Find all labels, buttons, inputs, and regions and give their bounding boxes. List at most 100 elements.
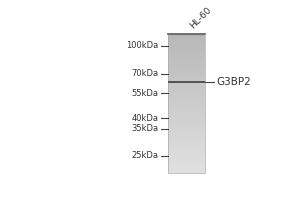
Bar: [168, 136, 205, 137]
Bar: [168, 138, 205, 139]
Bar: [168, 35, 205, 173]
Bar: [168, 47, 205, 48]
Bar: [168, 166, 205, 167]
Bar: [168, 78, 205, 79]
Bar: [168, 75, 205, 76]
Bar: [168, 144, 205, 145]
Text: 55kDa: 55kDa: [131, 89, 158, 98]
Text: HL-60: HL-60: [189, 5, 214, 30]
Bar: [168, 118, 205, 119]
Bar: [168, 100, 205, 101]
Bar: [168, 171, 205, 172]
Bar: [168, 68, 205, 69]
Bar: [168, 64, 205, 65]
Bar: [168, 112, 205, 113]
Bar: [168, 83, 205, 84]
Bar: [168, 134, 205, 135]
Bar: [168, 92, 205, 93]
Bar: [168, 125, 205, 126]
Bar: [168, 54, 205, 55]
Bar: [168, 39, 205, 40]
Bar: [168, 109, 205, 110]
Bar: [168, 50, 205, 51]
Text: 35kDa: 35kDa: [131, 124, 158, 133]
Bar: [168, 81, 205, 82]
Bar: [168, 154, 205, 155]
Bar: [168, 53, 205, 54]
Bar: [168, 60, 205, 61]
Bar: [168, 123, 205, 124]
Bar: [168, 69, 205, 70]
Bar: [168, 163, 205, 164]
Bar: [168, 80, 205, 81]
Bar: [168, 110, 205, 111]
Bar: [168, 116, 205, 117]
Bar: [168, 153, 205, 154]
Bar: [168, 149, 205, 150]
Bar: [168, 111, 205, 112]
Bar: [168, 55, 205, 56]
Bar: [168, 142, 205, 143]
Bar: [168, 76, 205, 77]
Bar: [168, 165, 205, 166]
Bar: [168, 145, 205, 146]
Bar: [168, 106, 205, 107]
Bar: [168, 40, 205, 41]
Bar: [168, 128, 205, 129]
Bar: [168, 87, 205, 88]
Bar: [168, 61, 205, 62]
Bar: [168, 86, 205, 87]
Bar: [168, 90, 205, 91]
Bar: [168, 113, 205, 114]
Bar: [168, 105, 205, 106]
Bar: [168, 46, 205, 47]
Text: 25kDa: 25kDa: [131, 151, 158, 160]
Bar: [168, 122, 205, 123]
Bar: [168, 95, 205, 96]
Bar: [168, 43, 205, 44]
Bar: [168, 81, 205, 83]
Bar: [168, 117, 205, 118]
Bar: [168, 88, 205, 89]
Bar: [168, 49, 205, 50]
Bar: [168, 158, 205, 159]
Bar: [168, 108, 205, 109]
Bar: [168, 131, 205, 132]
Bar: [168, 148, 205, 149]
Bar: [168, 52, 205, 53]
Bar: [168, 41, 205, 42]
Bar: [168, 103, 205, 104]
Bar: [168, 59, 205, 60]
Bar: [168, 58, 205, 59]
Bar: [168, 101, 205, 102]
Bar: [168, 70, 205, 71]
Bar: [168, 127, 205, 128]
Bar: [168, 164, 205, 165]
Bar: [168, 96, 205, 97]
Bar: [168, 150, 205, 151]
Bar: [168, 98, 205, 99]
Bar: [168, 45, 205, 46]
Bar: [168, 79, 205, 80]
Bar: [168, 156, 205, 157]
Bar: [168, 133, 205, 134]
Bar: [168, 155, 205, 156]
Bar: [168, 124, 205, 125]
Bar: [168, 51, 205, 52]
Bar: [168, 35, 205, 36]
Bar: [168, 89, 205, 90]
Bar: [168, 82, 205, 83]
Bar: [168, 37, 205, 38]
Bar: [168, 170, 205, 171]
Text: 70kDa: 70kDa: [131, 69, 158, 78]
Bar: [168, 42, 205, 43]
Bar: [168, 85, 205, 86]
Bar: [168, 126, 205, 127]
Bar: [168, 56, 205, 57]
Bar: [168, 48, 205, 49]
Bar: [168, 140, 205, 141]
Bar: [168, 63, 205, 64]
Bar: [168, 97, 205, 98]
Bar: [168, 91, 205, 92]
Bar: [168, 65, 205, 66]
